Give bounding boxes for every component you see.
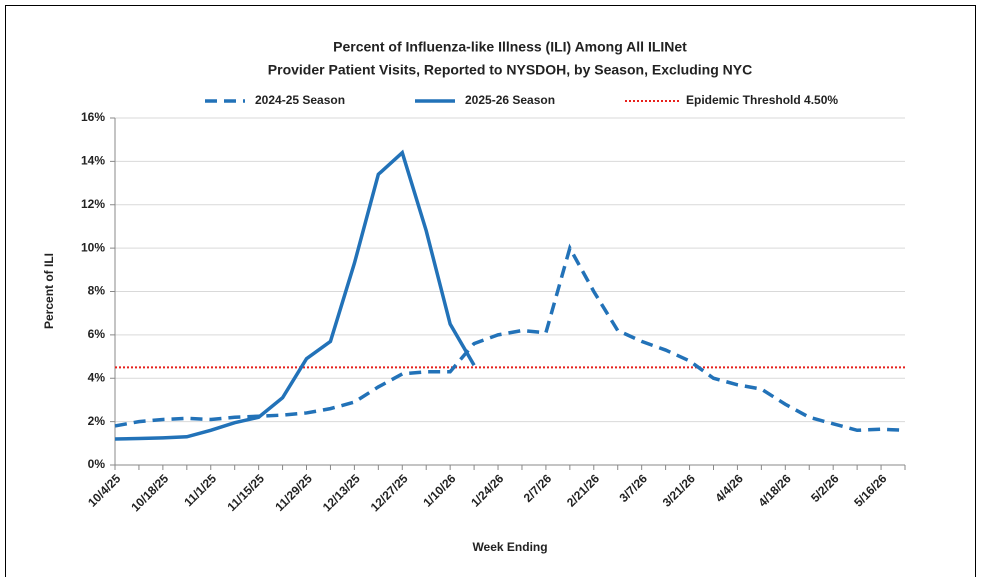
legend-label: 2024-25 Season	[255, 93, 345, 107]
x-tick-label: 11/1/25	[181, 471, 219, 509]
x-tick-label: 10/4/25	[85, 471, 123, 509]
x-tick-label: 2/21/26	[564, 471, 602, 509]
x-tick-label: 10/18/25	[128, 471, 171, 514]
y-tick-label: 14%	[81, 154, 105, 168]
y-tick-label: 8%	[88, 284, 106, 298]
x-tick-label: 2/7/26	[521, 471, 555, 505]
series-line	[114, 243, 906, 433]
x-tick-label: 4/18/26	[755, 471, 793, 509]
legend-label: 2025-26 Season	[465, 93, 555, 107]
x-axis-label: Week Ending	[472, 540, 547, 554]
x-tick-label: 11/29/25	[272, 471, 315, 514]
y-tick-label: 10%	[81, 240, 105, 254]
y-tick-label: 0%	[88, 457, 106, 471]
x-tick-label: 5/16/26	[851, 471, 889, 509]
x-tick-label: 4/4/26	[712, 471, 746, 505]
chart-title: Percent of Influenza-like Illness (ILI) …	[333, 39, 687, 55]
y-tick-label: 6%	[88, 327, 106, 341]
x-tick-label: 11/15/25	[225, 471, 268, 514]
x-tick-label: 12/13/25	[320, 471, 363, 514]
y-tick-label: 12%	[81, 197, 105, 211]
y-tick-label: 4%	[88, 370, 106, 384]
x-tick-label: 3/21/26	[660, 471, 698, 509]
frame	[5, 5, 976, 577]
x-tick-label: 1/10/26	[420, 471, 458, 509]
x-tick-label: 12/27/25	[368, 471, 411, 514]
y-tick-label: 16%	[81, 110, 105, 124]
x-tick-label: 5/2/26	[808, 471, 842, 505]
y-tick-label: 2%	[88, 414, 106, 428]
x-tick-label: 1/24/26	[468, 471, 506, 509]
x-tick-label: 3/7/26	[617, 471, 651, 505]
chart-title: Provider Patient Visits, Reported to NYS…	[268, 62, 752, 78]
y-axis-label: Percent of ILI	[42, 253, 56, 329]
legend-label: Epidemic Threshold 4.50%	[686, 93, 838, 107]
series-line	[114, 149, 476, 441]
